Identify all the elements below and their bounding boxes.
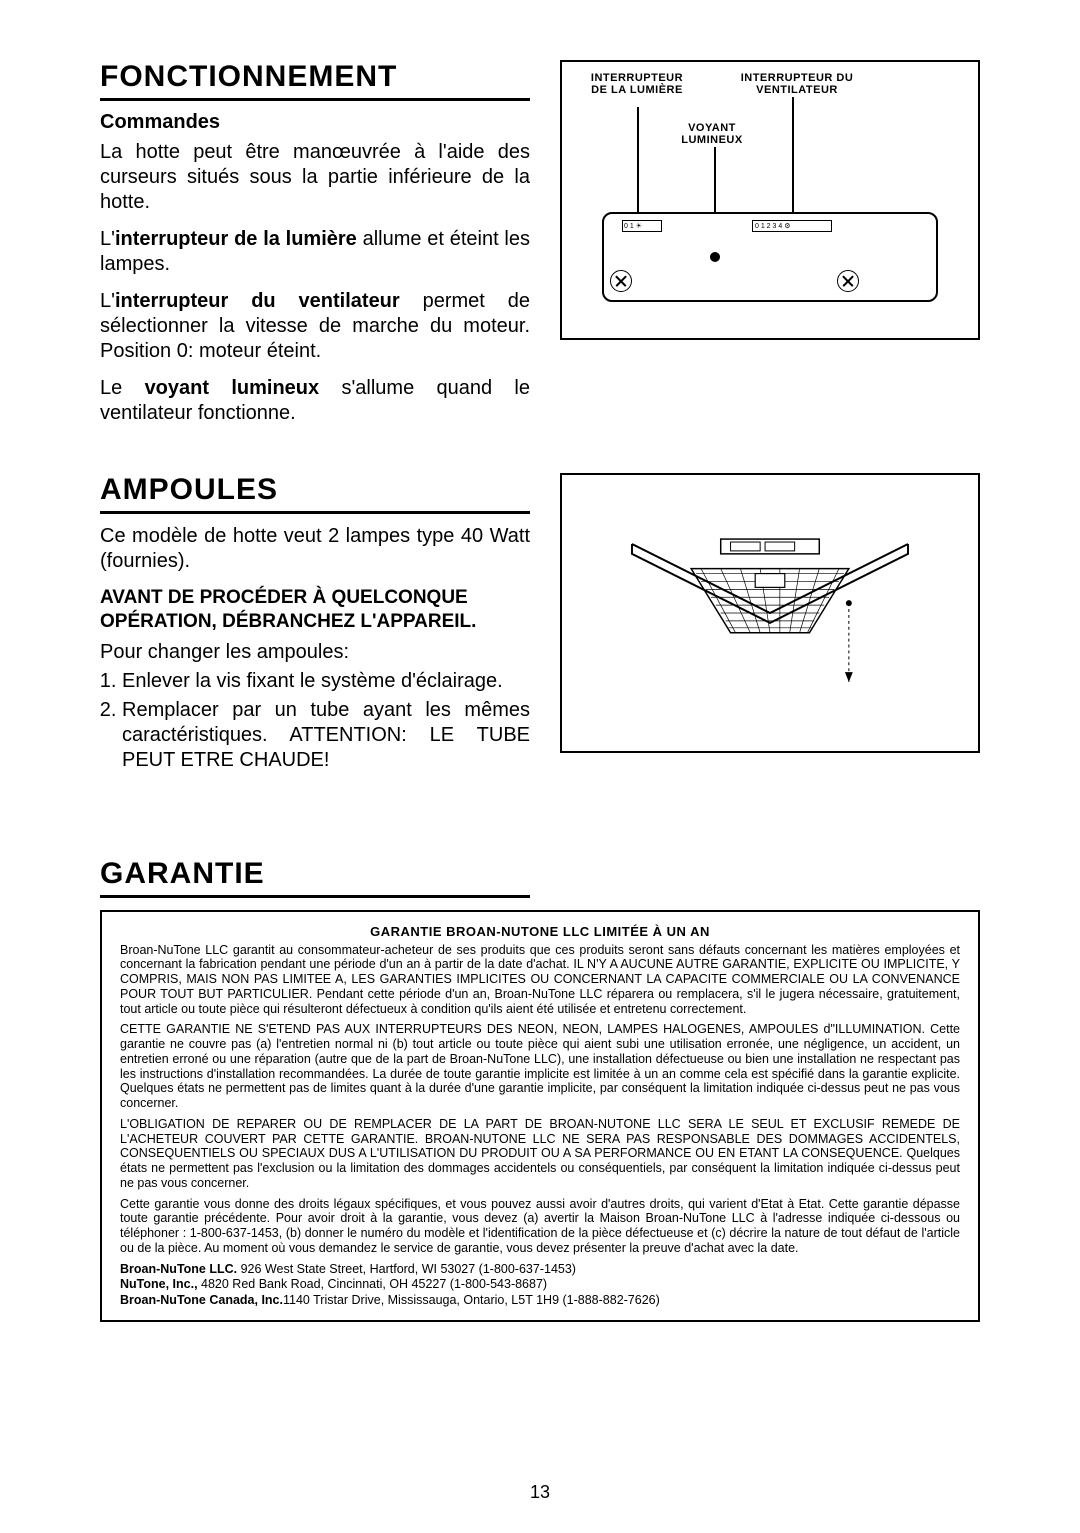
text: L' xyxy=(100,290,115,312)
section2-p2: Pour changer les ampoules: xyxy=(100,640,530,665)
company-name: NuTone, Inc., xyxy=(120,1277,198,1291)
warranty-para1: Broan-NuTone LLC garantit au consommateu… xyxy=(120,943,960,1017)
section2-warning: AVANT DE PROCÉDER À QUELCONQUE OPÉRATION… xyxy=(100,586,530,634)
label-fan-switch: INTERRUPTEUR DU VENTILATEUR xyxy=(722,72,872,96)
section1-p1: La hotte peut être manœuvrée à l'aide de… xyxy=(100,140,530,215)
leader-line xyxy=(637,107,639,217)
section2-steps: Enlever la vis fixant le système d'éclai… xyxy=(100,669,530,773)
page-number: 13 xyxy=(0,1482,1080,1503)
section1-p4: Le voyant lumineux s'allume quand le ven… xyxy=(100,376,530,426)
company-name: Broan-NuTone Canada, Inc. xyxy=(120,1293,283,1307)
section1-text: FONCTIONNEMENT Commandes La hotte peut ê… xyxy=(100,60,530,438)
slider1-ticks: 0 1 ☀ xyxy=(624,222,642,230)
lamp-diagram xyxy=(560,473,980,753)
step-2: Remplacer par un tube ayant les mêmes ca… xyxy=(122,698,530,773)
warranty-addr3: Broan-NuTone Canada, Inc.1140 Tristar Dr… xyxy=(120,1293,960,1309)
step-1: Enlever la vis fixant le système d'éclai… xyxy=(122,669,530,694)
address-text: 4820 Red Bank Road, Cincinnati, OH 45227… xyxy=(198,1277,548,1291)
section2-text: AMPOULES Ce modèle de hotte veut 2 lampe… xyxy=(100,473,530,777)
warranty-para4: Cette garantie vous donne des droits lég… xyxy=(120,1197,960,1256)
label-indicator: VOYANT LUMINEUX xyxy=(662,122,762,146)
address-text: 1140 Tristar Drive, Mississauga, Ontario… xyxy=(283,1293,660,1307)
screw-icon xyxy=(610,270,632,292)
company-name: Broan-NuTone LLC. xyxy=(120,1262,237,1276)
section2-title: AMPOULES xyxy=(100,473,530,514)
section2-p1: Ce modèle de hotte veut 2 lampes type 40… xyxy=(100,524,530,574)
warranty-addr1: Broan-NuTone LLC. 926 West State Street,… xyxy=(120,1262,960,1278)
text: L' xyxy=(100,228,115,250)
bold-term: voyant lumineux xyxy=(145,377,320,399)
warranty-box-title: GARANTIE BROAN-NUTONE LLC LIMITÉE À UN A… xyxy=(120,924,960,939)
address-text: 926 West State Street, Hartford, WI 5302… xyxy=(237,1262,576,1276)
label-light-switch: INTERRUPTEUR DE LA LUMIÈRE xyxy=(582,72,692,96)
diagram-controls: INTERRUPTEUR DE LA LUMIÈRE INTERRUPTEUR … xyxy=(560,60,980,438)
indicator-light xyxy=(710,252,720,262)
section3-title: GARANTIE xyxy=(100,857,530,898)
warranty-para2: CETTE GARANTIE NE S'ETEND PAS AUX INTERR… xyxy=(120,1022,960,1111)
hood-svg xyxy=(562,475,978,751)
section-fonctionnement: FONCTIONNEMENT Commandes La hotte peut ê… xyxy=(100,60,980,438)
warranty-addr2: NuTone, Inc., 4820 Red Bank Road, Cincin… xyxy=(120,1277,960,1293)
warranty-box: GARANTIE BROAN-NUTONE LLC LIMITÉE À UN A… xyxy=(100,910,980,1323)
slider2-ticks: 0 1 2 3 4 ⚙ xyxy=(755,222,790,230)
diagram-lamp xyxy=(560,473,980,777)
section1-subtitle: Commandes xyxy=(100,111,530,134)
leader-line xyxy=(792,97,794,217)
section1-p2: L'interrupteur de la lumière allume et é… xyxy=(100,227,530,277)
text: Le xyxy=(100,377,145,399)
screw-icon xyxy=(837,270,859,292)
section-garantie: GARANTIE GARANTIE BROAN-NUTONE LLC LIMIT… xyxy=(100,857,980,1323)
controls-diagram: INTERRUPTEUR DE LA LUMIÈRE INTERRUPTEUR … xyxy=(560,60,980,340)
section-ampoules: AMPOULES Ce modèle de hotte veut 2 lampe… xyxy=(100,473,980,777)
section1-p3: L'interrupteur du ventilateur permet de … xyxy=(100,289,530,364)
section1-title: FONCTIONNEMENT xyxy=(100,60,530,101)
bold-term: interrupteur de la lumière xyxy=(115,228,357,250)
bold-term: interrupteur du ventilateur xyxy=(115,290,400,312)
warranty-para3: L'OBLIGATION DE REPARER OU DE REMPLACER … xyxy=(120,1117,960,1191)
